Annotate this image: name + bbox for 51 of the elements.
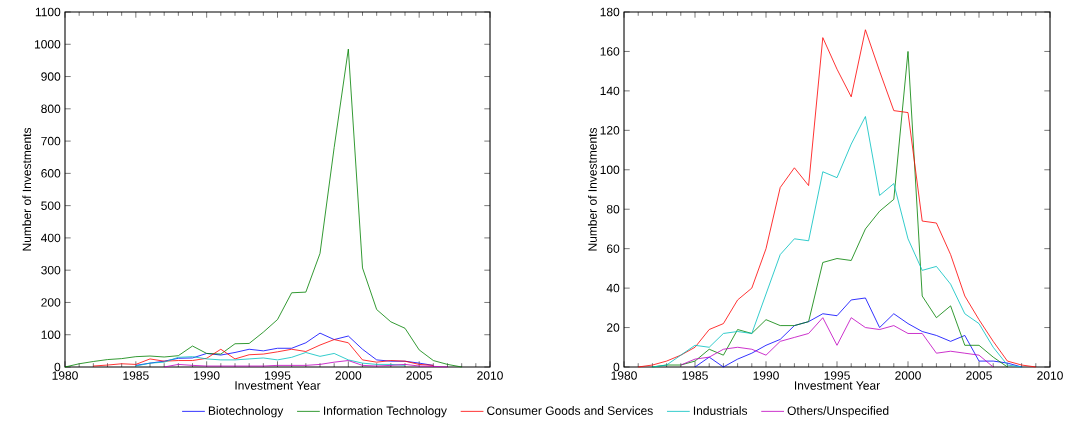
x-tick-label: 1995 [265, 371, 291, 380]
x-tick-label: 1980 [611, 371, 637, 380]
line-series [135, 352, 406, 367]
y-tick-label: 160 [600, 47, 620, 56]
y-tick-label: 700 [41, 136, 61, 146]
x-tick-label: 2005 [966, 371, 992, 380]
legend-label: Biotechnology [208, 406, 284, 418]
line-series [92, 339, 434, 367]
y-tick-label: 140 [600, 86, 620, 96]
y-tick-label: 0 [54, 362, 61, 372]
legend-label: Information Technology [323, 406, 447, 418]
y-tick-label: 900 [41, 72, 61, 81]
x-tick-label: 1990 [194, 371, 220, 380]
y-tick-label: 1100 [35, 7, 61, 17]
x-tick-label: 2005 [406, 371, 433, 380]
y-tick-label: 180 [600, 7, 620, 17]
x-tick-label: 2010 [1037, 371, 1063, 380]
y-tick-label: 400 [40, 233, 61, 243]
x-axis-title: Investment Year [794, 381, 880, 390]
y-tick-label: 500 [41, 201, 61, 210]
x-tick-label: 2000 [335, 371, 362, 380]
y-tick-label: 0 [613, 362, 620, 372]
x-tick-label: 1995 [824, 371, 850, 380]
legend-label: Others/Unspecified [787, 406, 889, 418]
legend-label: Industrials [693, 406, 748, 415]
y-tick-label: 100 [600, 165, 620, 175]
x-tick-label: 1985 [682, 371, 708, 380]
legend-label: Consumer Goods and Services [487, 406, 653, 415]
x-tick-label: 1990 [753, 371, 779, 380]
x-axis-title: Investment Year [235, 381, 321, 390]
y-axis-title: Number of Investments [22, 127, 32, 251]
x-tick-label: 2010 [477, 371, 503, 380]
y-tick-label: 20 [607, 323, 620, 332]
y-tick-label: 800 [41, 104, 61, 114]
x-tick-label: 1980 [52, 371, 78, 380]
y-tick-label: 1000 [34, 40, 61, 49]
y-axis-title: Number of Investments [587, 127, 597, 251]
y-tick-label: 120 [600, 126, 620, 135]
line-series [135, 332, 434, 366]
y-tick-label: 80 [606, 204, 620, 214]
line-series [680, 317, 994, 368]
y-tick-label: 40 [606, 283, 620, 293]
y-tick-label: 200 [41, 298, 61, 307]
y-tick-label: 300 [41, 265, 61, 275]
line-series [64, 48, 463, 368]
y-tick-label: 60 [607, 244, 620, 253]
y-tick-label: 600 [41, 169, 61, 178]
line-series [637, 29, 1037, 368]
y-tick-label: 100 [41, 330, 61, 339]
x-tick-label: 2000 [895, 371, 921, 380]
x-tick-label: 1985 [123, 371, 149, 380]
